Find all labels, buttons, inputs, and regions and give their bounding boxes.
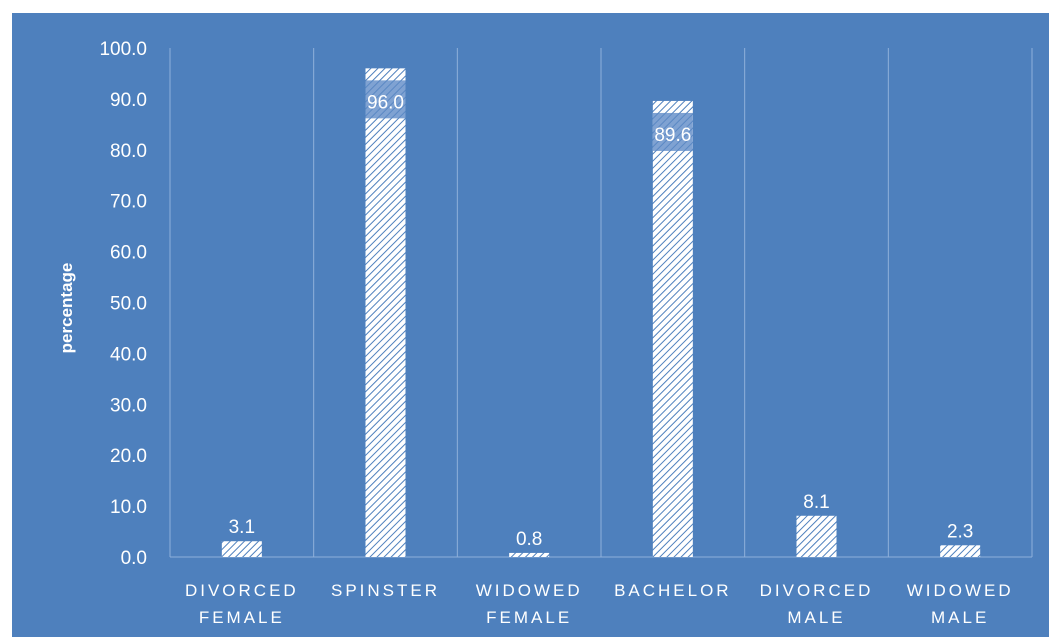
- y-axis-ticks: 0.0 10.0 20.0 30.0 40.0 50.0 60.0 70.0 80.0 90.0 1…: [99, 39, 147, 569]
- data-label: 89.6: [654, 125, 691, 146]
- x-axis-ticks: DIVORCED FEMALE SPINSTER WIDOWED FEMALE BACHE…: [185, 581, 1014, 627]
- y-tick-label: 10.0: [110, 497, 147, 518]
- y-tick-label: 0.0: [121, 548, 147, 569]
- x-tick-label: SPINSTER: [331, 581, 440, 600]
- data-label: 0.8: [516, 529, 542, 550]
- data-label-background: [652, 112, 693, 151]
- y-tick-label: 60.0: [110, 243, 147, 264]
- x-tick-label: FEMALE: [486, 608, 572, 627]
- y-tick-label: 80.0: [110, 141, 147, 162]
- y-tick-label: 20.0: [110, 446, 147, 467]
- data-label: 96.0: [367, 92, 404, 113]
- x-tick-label: DIVORCED: [185, 581, 299, 600]
- y-tick-label: 100.0: [99, 39, 147, 60]
- y-tick-label: 90.0: [110, 90, 147, 111]
- x-tick-label: MALE: [931, 608, 989, 627]
- bars: [221, 68, 981, 558]
- data-label: 3.1: [229, 517, 255, 538]
- x-tick-label: DIVORCED: [760, 581, 874, 600]
- x-tick-label: WIDOWED: [476, 581, 583, 600]
- bar: [221, 541, 262, 557]
- bar: [652, 100, 693, 557]
- y-tick-label: 30.0: [110, 395, 147, 416]
- y-tick-label: 70.0: [110, 192, 147, 213]
- data-label-background: [365, 80, 406, 119]
- data-labels: 3.1 96.0 0.8 89.6 8.1 2.3: [229, 80, 973, 550]
- x-tick-label: BACHELOR: [614, 581, 732, 600]
- data-label: 8.1: [803, 492, 829, 513]
- data-label: 2.3: [947, 521, 973, 542]
- bar: [940, 545, 981, 557]
- x-tick-label: FEMALE: [199, 608, 285, 627]
- x-tick-label: MALE: [787, 608, 845, 627]
- y-tick-label: 50.0: [110, 294, 147, 315]
- y-tick-label: 40.0: [110, 344, 147, 365]
- x-tick-label: WIDOWED: [907, 581, 1014, 600]
- bar: [509, 552, 550, 557]
- chart-background: [12, 13, 1049, 637]
- bar: [796, 515, 837, 557]
- y-axis-label: percentage: [57, 263, 76, 354]
- bar: [365, 68, 406, 558]
- gridlines: [169, 48, 1033, 558]
